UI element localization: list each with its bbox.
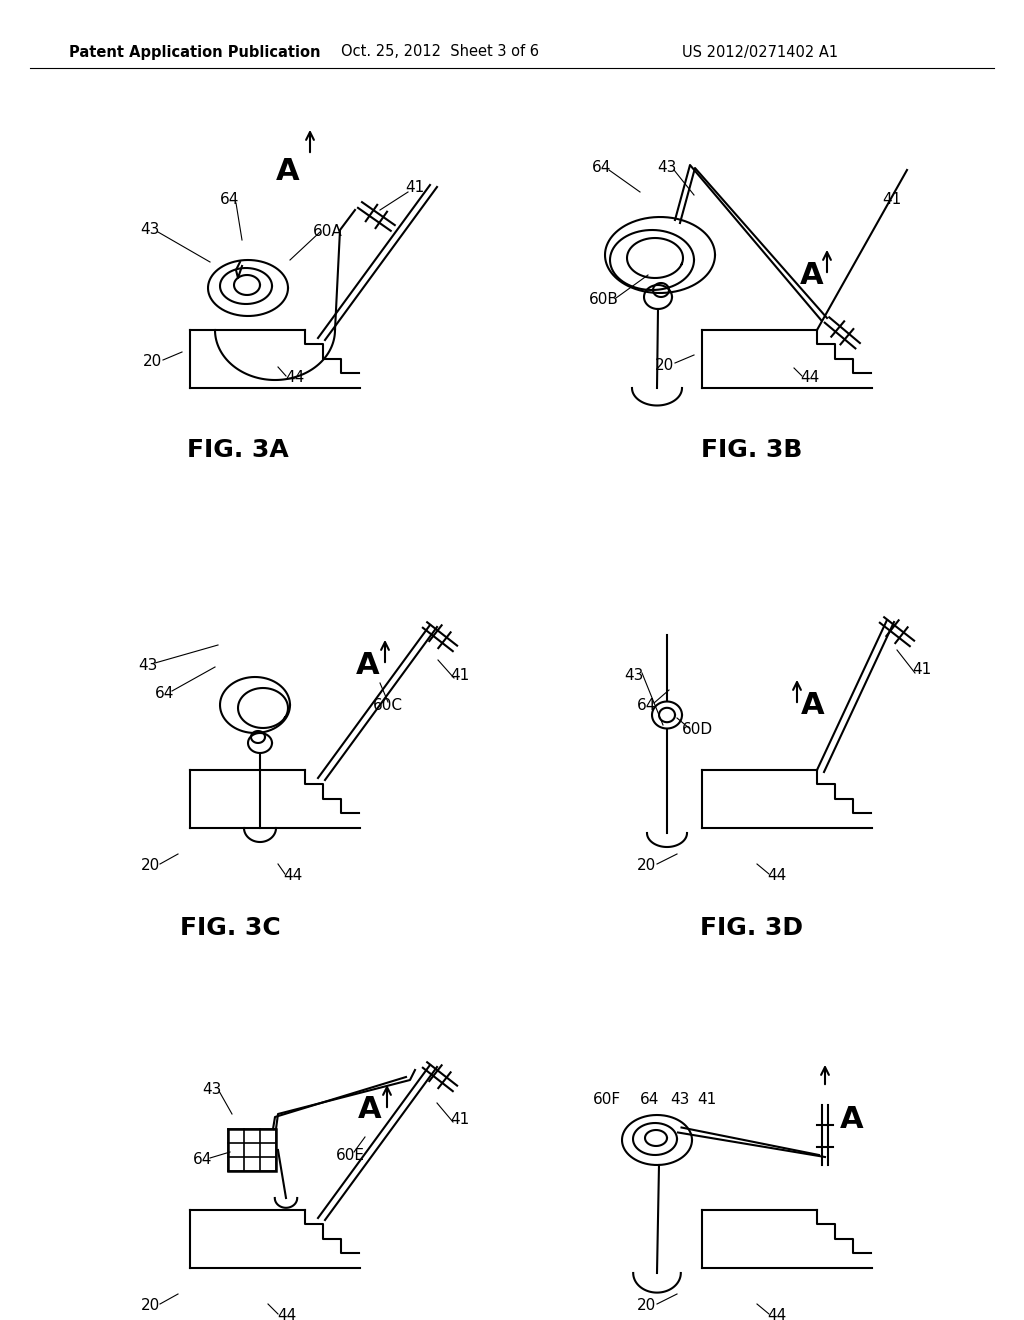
- Text: 64: 64: [220, 193, 240, 207]
- Text: 44: 44: [767, 1308, 786, 1320]
- Text: 44: 44: [767, 869, 786, 883]
- Text: 43: 43: [138, 657, 158, 672]
- Text: 41: 41: [451, 668, 470, 682]
- Text: 64: 64: [640, 1093, 659, 1107]
- Text: 41: 41: [697, 1093, 717, 1107]
- Text: 20: 20: [637, 1299, 656, 1313]
- Text: A: A: [801, 690, 824, 719]
- Text: 44: 44: [801, 371, 819, 385]
- Text: 60F: 60F: [593, 1093, 622, 1107]
- Text: 20: 20: [140, 1299, 160, 1313]
- Text: FIG. 3B: FIG. 3B: [701, 438, 803, 462]
- Text: 41: 41: [883, 193, 901, 207]
- Text: 44: 44: [278, 1308, 297, 1320]
- Text: 43: 43: [140, 223, 160, 238]
- Text: A: A: [356, 651, 380, 680]
- Bar: [228, 1129, 276, 1171]
- Text: 43: 43: [625, 668, 644, 682]
- Text: 43: 43: [671, 1093, 690, 1107]
- Text: 20: 20: [143, 355, 163, 370]
- Text: 43: 43: [657, 161, 677, 176]
- Text: 60A: 60A: [313, 224, 343, 239]
- Text: 44: 44: [284, 869, 303, 883]
- Text: 60E: 60E: [336, 1147, 365, 1163]
- Text: Oct. 25, 2012  Sheet 3 of 6: Oct. 25, 2012 Sheet 3 of 6: [341, 45, 539, 59]
- Text: 60C: 60C: [373, 697, 403, 713]
- Text: US 2012/0271402 A1: US 2012/0271402 A1: [682, 45, 838, 59]
- Text: 60D: 60D: [681, 722, 713, 738]
- Text: A: A: [358, 1096, 382, 1125]
- Text: 64: 64: [592, 161, 611, 176]
- Text: 20: 20: [637, 858, 656, 874]
- Text: 64: 64: [156, 685, 175, 701]
- Text: 44: 44: [286, 371, 304, 385]
- Text: A: A: [840, 1106, 864, 1134]
- Text: FIG. 3A: FIG. 3A: [187, 438, 289, 462]
- Text: 43: 43: [203, 1081, 221, 1097]
- Text: 64: 64: [637, 697, 656, 713]
- Text: Patent Application Publication: Patent Application Publication: [70, 45, 321, 59]
- Text: 60B: 60B: [589, 293, 618, 308]
- Text: 41: 41: [451, 1113, 470, 1127]
- Text: FIG. 3D: FIG. 3D: [700, 916, 804, 940]
- Text: A: A: [800, 260, 824, 289]
- Text: FIG. 3C: FIG. 3C: [179, 916, 281, 940]
- Text: 41: 41: [912, 663, 932, 677]
- Text: 20: 20: [140, 858, 160, 874]
- Text: 41: 41: [406, 181, 425, 195]
- Text: 20: 20: [655, 358, 675, 372]
- Text: A: A: [276, 157, 300, 186]
- Text: 64: 64: [194, 1152, 213, 1167]
